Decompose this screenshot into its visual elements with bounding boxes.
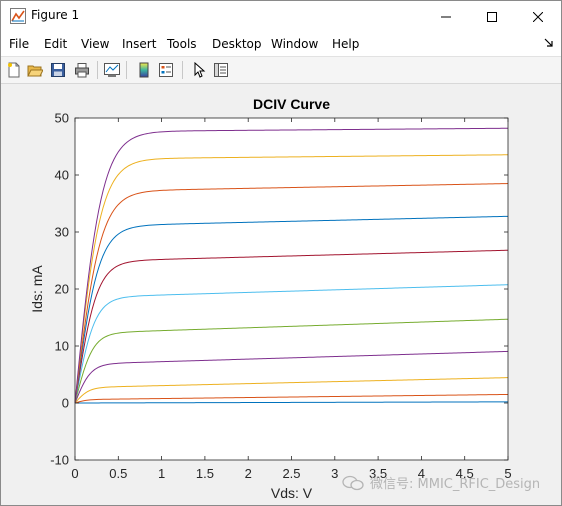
wechat-watermark: 微信号: MMIC_RFIC_Design [342, 473, 540, 492]
figure-canvas[interactable]: 0 0.5 1 1.5 2 2.5 3 3.5 4 4.5 5 -10 0 10 20 30 40 50 DCIV… [1, 84, 561, 505]
minimize-button[interactable] [423, 1, 469, 32]
insert-legend-icon [159, 63, 173, 77]
new-figure-button[interactable] [4, 60, 24, 80]
x-tick-label: 4 [418, 466, 425, 481]
menu-insert[interactable]: Insert [122, 37, 157, 51]
iv-curve-series-2 [74, 393, 509, 404]
figure-toolbar [1, 57, 561, 84]
close-icon [533, 11, 543, 22]
watermark-text: 微信号: MMIC_RFIC_Design [370, 477, 541, 492]
iv-curve-series-5 [74, 318, 509, 404]
maximize-button[interactable] [469, 1, 515, 32]
menu-file[interactable]: File [9, 37, 30, 51]
minimize-icon [441, 16, 451, 17]
property-inspector-button[interactable] [211, 60, 231, 80]
axes-background [75, 118, 508, 460]
y-tick-label: 50 [55, 111, 69, 126]
iv-curve-series-11 [74, 127, 509, 404]
save-icon [51, 63, 65, 77]
wechat-icon [342, 475, 364, 490]
link-plot-button[interactable] [102, 60, 122, 80]
x-tick-label: 5 [504, 466, 511, 481]
edit-plot-button[interactable] [189, 60, 209, 80]
iv-curve-series-7 [74, 249, 509, 404]
open-file-button[interactable] [25, 60, 45, 80]
x-axis-label: Vds: V [271, 485, 313, 501]
edit-plot-icon [194, 62, 206, 78]
window-title: Figure 1 [31, 8, 80, 22]
menu-tools[interactable]: Tools [167, 37, 197, 51]
x-tick-label: 0.5 [109, 466, 127, 481]
x-tick-label: 1.5 [196, 466, 214, 481]
x-tick-label: 2.5 [282, 466, 300, 481]
dock-arrow-icon[interactable] [544, 38, 553, 47]
toolbar-separator [126, 61, 127, 79]
y-tick-label: 40 [55, 168, 69, 183]
print-icon [75, 63, 89, 78]
maximize-icon [487, 11, 497, 22]
toolbar-separator [182, 61, 183, 79]
chart-title: DCIV Curve [253, 96, 330, 112]
menu-help[interactable]: Help [332, 37, 360, 51]
insert-colorbar-icon [139, 62, 149, 78]
iv-curve-series-9 [74, 183, 509, 404]
y-tick-label: -10 [50, 453, 69, 468]
matlab-figure-icon [10, 8, 26, 24]
iv-curve-series-3 [74, 377, 509, 404]
y-tick-label: 20 [55, 282, 69, 297]
menu-bar: File Edit View Insert Tools Desktop Wind… [1, 32, 561, 57]
x-tick-label: 0 [71, 466, 78, 481]
toolbar-separator [97, 61, 98, 79]
menu-desktop[interactable]: Desktop [212, 37, 262, 51]
iv-curve-series-10 [74, 154, 509, 404]
insert-legend-button[interactable] [156, 60, 176, 80]
print-button[interactable] [72, 60, 92, 80]
iv-curve-series-1 [74, 401, 509, 404]
menu-window[interactable]: Window [271, 37, 319, 51]
new-figure-icon [8, 62, 20, 78]
property-inspector-icon [214, 63, 228, 77]
menu-edit[interactable]: Edit [44, 37, 68, 51]
insert-colorbar-button[interactable] [134, 60, 154, 80]
iv-curve-series-6 [74, 284, 509, 404]
open-file-icon [27, 65, 43, 77]
x-tick-label: 2 [245, 466, 252, 481]
x-tick-label: 3 [331, 466, 338, 481]
x-tick-label: 3.5 [369, 466, 387, 481]
iv-curve-series-4 [74, 350, 509, 404]
x-tick-label: 4.5 [456, 466, 474, 481]
y-axis-label: Ids: mA [29, 265, 45, 313]
save-button[interactable] [48, 60, 68, 80]
x-tick-label: 1 [158, 466, 165, 481]
y-tick-label: 10 [55, 339, 69, 354]
menu-view[interactable]: View [81, 37, 110, 51]
link-plot-icon [104, 63, 120, 77]
iv-curve-series-8 [74, 215, 509, 404]
y-tick-label: 0 [62, 396, 69, 411]
close-button[interactable] [515, 1, 561, 32]
title-bar[interactable]: Figure 1 [1, 1, 561, 32]
y-tick-label: 30 [55, 225, 69, 240]
